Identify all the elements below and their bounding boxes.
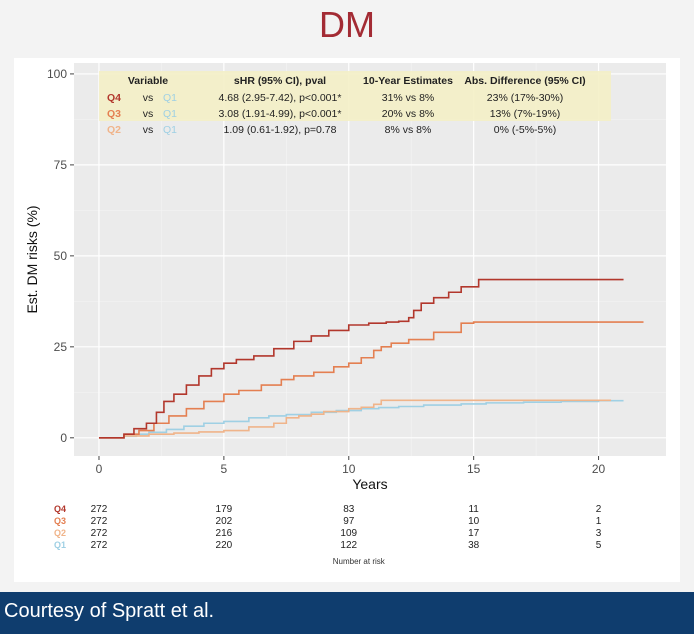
y-tick-label: 0 — [60, 431, 67, 445]
table-header: Variable — [128, 75, 168, 87]
slide-title: DM — [319, 4, 375, 45]
table-shr: 3.08 (1.91-4.99), p<0.001* — [219, 108, 342, 120]
table-ref: Q1 — [163, 124, 177, 136]
y-tick-label: 50 — [54, 249, 68, 263]
table-shr: 4.68 (2.95-7.42), p<0.001* — [219, 92, 342, 104]
risk-value: 10 — [468, 516, 480, 527]
x-axis-title: Years — [352, 476, 387, 492]
y-tick-label: 75 — [54, 158, 68, 172]
risk-value: 220 — [216, 540, 233, 551]
table-difference: 23% (17%-30%) — [487, 92, 563, 104]
table-estimate: 20% vs 8% — [382, 108, 435, 120]
risk-value: 272 — [91, 540, 108, 551]
risk-value: 179 — [216, 504, 233, 515]
risk-value: 216 — [216, 528, 233, 539]
x-tick-label: 20 — [592, 462, 606, 476]
risk-value: 3 — [596, 528, 602, 539]
table-vs: vs — [143, 124, 154, 136]
risk-value: 97 — [343, 516, 355, 527]
risk-value: 38 — [468, 540, 480, 551]
curve-q4 — [98, 278, 624, 439]
risk-value: 2 — [596, 504, 602, 515]
risk-value: 17 — [468, 528, 480, 539]
y-axis-title: Est. DM risks (%) — [24, 205, 40, 313]
risk-value: 11 — [468, 504, 479, 515]
highlight-band — [99, 71, 611, 121]
curve-q2 — [98, 399, 612, 439]
x-tick-label: 5 — [221, 462, 228, 476]
footer-bar: Courtesy of Spratt et al. — [0, 592, 694, 634]
risk-group: Q4 — [54, 504, 66, 514]
curve-q3 — [98, 321, 644, 439]
risk-group: Q1 — [54, 540, 66, 550]
table-header: Abs. Difference (95% CI) — [464, 75, 585, 87]
table-group: Q2 — [107, 124, 121, 136]
table-vs: vs — [143, 108, 154, 120]
risk-value: 109 — [340, 528, 357, 539]
table-ref: Q1 — [163, 92, 177, 104]
y-tick-label: 100 — [47, 67, 67, 81]
table-vs: vs — [143, 92, 154, 104]
table-group: Q4 — [107, 92, 121, 104]
table-difference: 0% (-5%-5%) — [494, 124, 556, 136]
x-tick-label: 10 — [342, 462, 356, 476]
risk-value: 202 — [216, 516, 233, 527]
risk-value: 1 — [596, 516, 602, 527]
table-shr: 1.09 (0.61-1.92), p=0.78 — [224, 124, 337, 136]
footer-credit: Courtesy of Spratt et al. — [4, 600, 215, 622]
risk-value: 272 — [91, 504, 108, 515]
table-ref: Q1 — [163, 108, 177, 120]
table-header: 10-Year Estimates — [363, 75, 453, 87]
table-difference: 13% (7%-19%) — [490, 108, 561, 120]
table-estimate: 8% vs 8% — [385, 124, 432, 136]
x-tick-label: 15 — [467, 462, 481, 476]
risk-value: 122 — [340, 540, 357, 551]
table-estimate: 31% vs 8% — [382, 92, 435, 104]
risk-value: 5 — [596, 540, 602, 551]
y-tick-label: 25 — [54, 340, 68, 354]
risk-value: 272 — [91, 528, 108, 539]
risk-value: 272 — [91, 516, 108, 527]
risk-group: Q3 — [54, 516, 66, 526]
table-header: sHR (95% CI), pval — [234, 75, 326, 87]
x-tick-label: 0 — [96, 462, 103, 476]
plot-panel — [74, 63, 666, 456]
risk-table-label: Number at risk — [333, 557, 386, 566]
risk-group: Q2 — [54, 528, 66, 538]
chart-area: 0 5 10 15 20 0 25 50 75 100 Years Est. DM risks (%)… — [14, 58, 680, 582]
risk-value: 83 — [343, 504, 355, 515]
table-group: Q3 — [107, 108, 121, 120]
